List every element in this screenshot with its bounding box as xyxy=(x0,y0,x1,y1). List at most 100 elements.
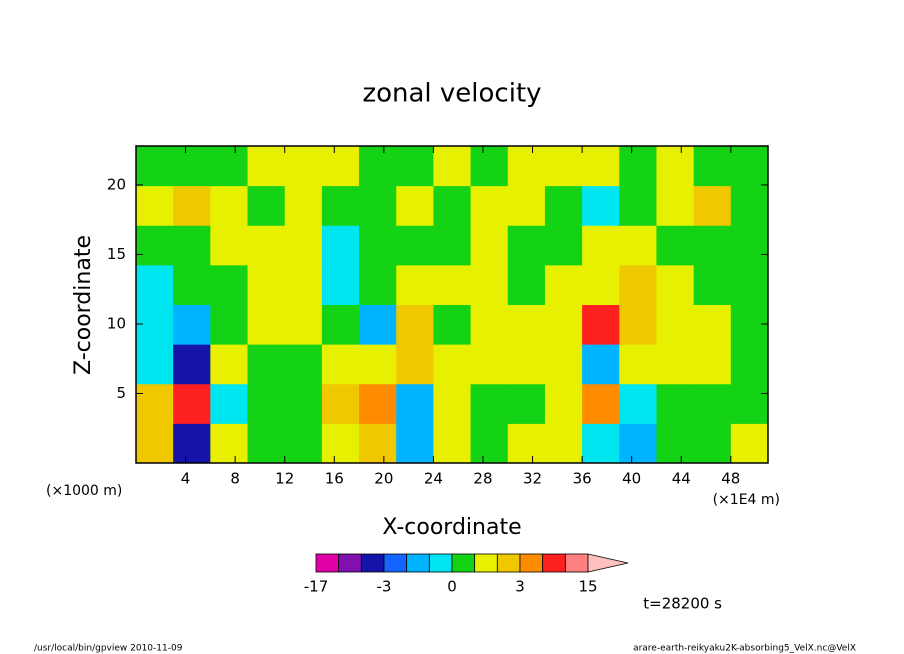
footer-left: /usr/local/bin/gpview 2010-11-09 xyxy=(34,644,183,654)
field-cell xyxy=(730,304,769,345)
x-tick-label: 32 xyxy=(523,470,542,488)
x-tick-label: 48 xyxy=(721,470,740,488)
field-cell xyxy=(582,423,620,464)
field-cell xyxy=(284,423,323,464)
field-cell xyxy=(173,264,211,305)
field-cell xyxy=(173,344,211,385)
field-cell xyxy=(582,383,620,424)
x-tick-label: 8 xyxy=(230,470,240,488)
colorbar-label: 3 xyxy=(515,578,525,596)
field-cell xyxy=(136,304,174,345)
x-axis-label: X-coordinate xyxy=(382,515,521,540)
field-cell xyxy=(730,146,769,187)
field-cell xyxy=(136,225,174,266)
field-cell xyxy=(582,185,620,226)
field-cell xyxy=(433,264,472,305)
field-cell xyxy=(433,304,472,345)
field-cell xyxy=(210,146,249,187)
field-cell xyxy=(619,344,657,385)
field-cell xyxy=(210,264,249,305)
field-cell xyxy=(656,264,695,305)
field-cell xyxy=(582,264,620,305)
field-cell xyxy=(470,185,509,226)
x-tick-label: 36 xyxy=(573,470,592,488)
x-unit: (×1E4 m) xyxy=(713,492,780,508)
colorbar-extension xyxy=(587,553,629,573)
field-cell xyxy=(173,185,211,226)
field-cell xyxy=(582,146,620,187)
field-cell xyxy=(656,225,695,266)
field-cell xyxy=(396,383,434,424)
field-cell xyxy=(619,264,657,305)
field-cell xyxy=(507,264,546,305)
colorbar-segment xyxy=(519,553,544,573)
field-cell xyxy=(433,185,472,226)
y-axis-label: Z-coordinate xyxy=(71,235,96,375)
y-unit: (×1000 m) xyxy=(46,483,122,499)
field-cell xyxy=(656,344,695,385)
field-cell xyxy=(730,185,769,226)
field-cell xyxy=(284,304,323,345)
field-cell xyxy=(247,383,286,424)
time-label: t=28200 s xyxy=(643,595,722,613)
field-cell xyxy=(136,383,174,424)
field-cell xyxy=(544,383,583,424)
field-cell xyxy=(582,304,620,345)
field-cell xyxy=(656,146,695,187)
field-cell xyxy=(136,264,174,305)
field-cell xyxy=(470,423,509,464)
field-cell xyxy=(321,225,360,266)
field-cell xyxy=(693,146,732,187)
field-cell xyxy=(582,225,620,266)
field-cell xyxy=(470,225,509,266)
field-cell xyxy=(470,146,509,187)
field-cell xyxy=(544,185,583,226)
field-cell xyxy=(730,423,769,464)
field-cell xyxy=(321,304,360,345)
field-cell xyxy=(396,146,434,187)
field-cell xyxy=(210,423,249,464)
field-cell xyxy=(619,304,657,345)
field-cell xyxy=(359,264,397,305)
colorbar-label: -17 xyxy=(304,578,329,596)
field-cell xyxy=(470,264,509,305)
y-tick-label: 15 xyxy=(107,245,126,263)
field-cell xyxy=(544,344,583,385)
field-cell xyxy=(433,344,472,385)
field-cell xyxy=(284,225,323,266)
x-tick-label: 24 xyxy=(424,470,443,488)
colorbar-segment xyxy=(564,553,589,573)
field-cell xyxy=(284,344,323,385)
colorbar-segment xyxy=(451,553,476,573)
field-cell xyxy=(730,225,769,266)
colorbar-segment xyxy=(360,553,385,573)
field-cell xyxy=(656,423,695,464)
field-cell xyxy=(247,225,286,266)
colorbar-segment xyxy=(406,553,430,573)
x-tick-label: 4 xyxy=(181,470,191,488)
field-cell xyxy=(247,264,286,305)
field-cell xyxy=(693,304,732,345)
field-cell xyxy=(247,304,286,345)
field-cell xyxy=(247,146,286,187)
colorbar-label: 0 xyxy=(447,578,457,596)
colorbar-label: -3 xyxy=(377,578,392,596)
field-cell xyxy=(210,185,249,226)
field-cell xyxy=(507,304,546,345)
field-cell xyxy=(359,304,397,345)
field-cell xyxy=(470,383,509,424)
colorbar-segment xyxy=(542,553,566,573)
field-cell xyxy=(284,264,323,305)
field-cell xyxy=(396,264,434,305)
field-cell xyxy=(247,423,286,464)
field-cell xyxy=(544,264,583,305)
x-tick-label: 44 xyxy=(672,470,691,488)
field-cell xyxy=(210,344,249,385)
field-cell xyxy=(396,344,434,385)
field-cell xyxy=(136,185,174,226)
field-cell xyxy=(544,225,583,266)
field-cell xyxy=(359,344,397,385)
field-cell xyxy=(136,423,174,464)
field-cell xyxy=(730,264,769,305)
field-cell xyxy=(210,304,249,345)
